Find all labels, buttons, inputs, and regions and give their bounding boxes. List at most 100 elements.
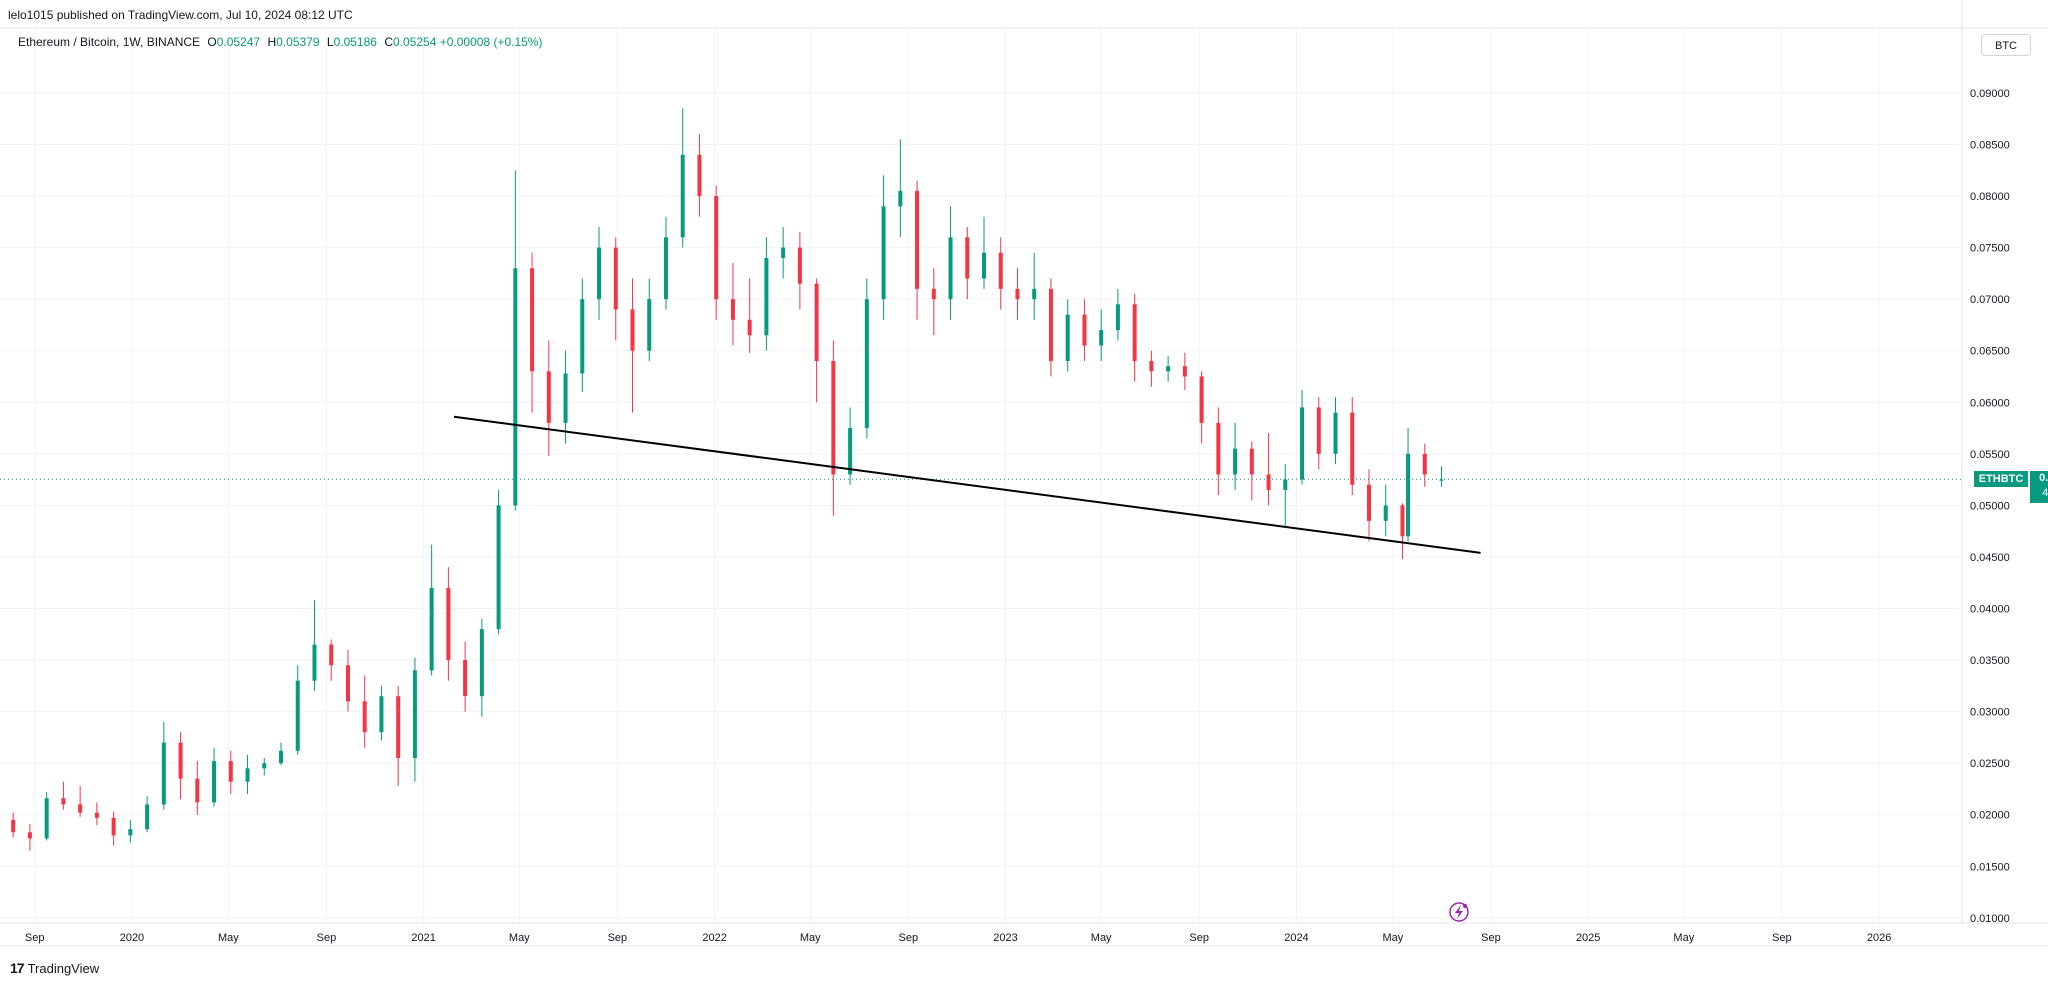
candle-body [78,804,83,813]
candle [228,750,233,795]
candle [94,802,99,826]
candle-body [597,247,602,300]
time-tick-label: Sep [898,932,918,944]
candle [948,206,953,320]
candle-body [513,268,518,506]
candle [714,185,719,320]
candle-body [1182,366,1187,377]
candle-body [1199,376,1204,423]
candles [11,108,1444,851]
candle-body [881,206,886,300]
candle [864,278,869,439]
trendline [453,415,1481,554]
candle [145,796,150,833]
candle-body [161,742,166,805]
candle [1048,278,1053,377]
candle [513,170,518,511]
tradingview-logo[interactable]: 17 TradingView [10,960,99,976]
candle [479,618,484,717]
candle [1300,389,1305,485]
price-tick-label: 0.02500 [1970,758,2010,770]
tv-logo-icon: 17 [10,960,25,976]
time-tick-label: May [218,932,239,944]
candle-body [295,680,300,751]
trendline-drawing[interactable] [453,415,1481,554]
candle [11,812,16,838]
candle-body [1400,505,1405,537]
price-tag-box: 0.05254 4d 16h [2030,471,2048,504]
candle-body [1249,448,1254,475]
candle-body [864,299,869,429]
candle-body [379,696,384,733]
candle [212,747,217,807]
candle [463,641,468,712]
candle-body [1283,479,1288,490]
candle [781,226,786,279]
candle-body [1115,304,1120,331]
candle-body [931,288,936,300]
candle [546,340,551,456]
candle [630,278,635,413]
price-tick-label: 0.03000 [1970,707,2010,719]
lightning-icon[interactable] [1449,902,1469,922]
candle-body [814,283,819,362]
candle [814,278,819,403]
candle [1422,443,1427,487]
candle-body [764,257,769,336]
candle [312,600,317,691]
candle [1283,464,1288,527]
symbol-title[interactable]: Ethereum / Bitcoin, 1W, BINANCE [18,35,201,49]
candle-body [781,247,786,258]
candle-body [228,761,233,782]
candle [27,824,32,851]
candle [965,226,970,300]
candle [931,268,936,336]
time-tick-label: Sep [317,932,337,944]
candle-body [613,247,618,310]
price-tick-label: 0.07500 [1970,243,2010,255]
time-axis[interactable]: Sep 2020 May Sep 2021 May Sep 2022 May Sep 2023 May… [0,922,2048,944]
low-label: L [326,35,334,49]
close-value: 0.05254 [392,35,437,49]
candle [1132,294,1137,382]
time-tick-label: 2025 [1576,932,1600,944]
candle-body [111,817,116,836]
currency-button[interactable]: BTC [1981,34,2031,56]
candle-body [1439,479,1444,481]
time-tick-label: May [800,932,821,944]
time-tick-label: Sep [1189,932,1209,944]
candle [1065,299,1070,372]
candle [44,792,49,841]
candle-body [463,660,468,697]
open-value: 0.05247 [216,35,261,49]
time-tick-label: May [509,932,530,944]
candle-body [1300,407,1305,480]
candle [663,216,668,310]
candle-body [1316,407,1321,454]
candle [1015,268,1020,320]
candle-body [61,798,66,805]
candle-body [530,268,535,372]
candle [1406,428,1411,542]
candle [412,657,417,782]
time-tick-label: May [1383,932,1404,944]
candle-body [1216,422,1221,475]
candle [680,108,685,248]
candle-body [747,319,752,336]
candle [1350,397,1355,496]
candle [730,263,735,346]
price-tick-label: 0.04000 [1970,604,2010,616]
candle [563,350,568,444]
price-tag-symbol: ETHBTC [1974,471,2028,488]
candle-body [831,361,836,475]
candle [496,489,501,635]
candle-body [1048,288,1053,362]
candle-body [195,778,200,803]
candle-body [496,505,501,630]
candle [111,811,116,846]
time-tick-label: 2022 [702,932,726,944]
price-axis[interactable]: 0.01000 0.01500 0.02000 0.02500 0.03000 0.035… [1961,0,2010,925]
candle-body [11,819,16,833]
